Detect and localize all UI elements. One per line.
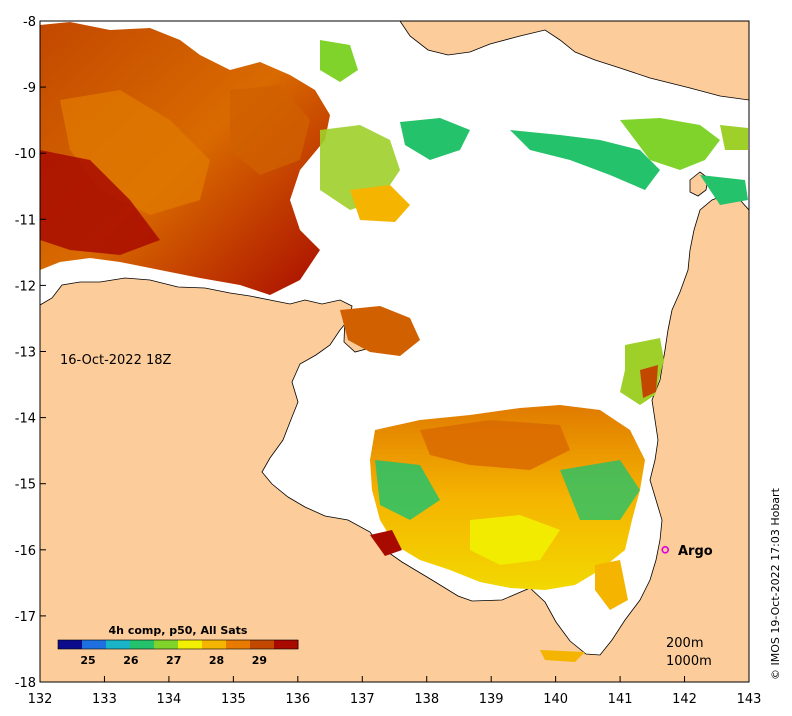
colorbar-swatch	[274, 640, 299, 649]
date-label: 16-Oct-2022 18Z	[60, 353, 172, 368]
y-tick-label: -15	[15, 478, 36, 493]
colorbar-swatch	[202, 640, 227, 649]
colorbar-swatch	[82, 640, 107, 649]
isobath-1000m: 1000m	[666, 654, 712, 669]
colorbar-tick-label: 26	[123, 654, 139, 667]
argo-marker: Argo	[661, 544, 713, 559]
y-axis: -8 -9 -10 -11 -12 -13 -14 -15 -16 -17 -18	[15, 15, 46, 691]
colorbar-title: 4h comp, p50, All Sats	[109, 624, 248, 637]
y-tick-label: -9	[23, 81, 36, 96]
colorbar-frame	[57, 639, 299, 650]
argo-label: Argo	[678, 544, 713, 559]
y-tick-label: -18	[15, 676, 36, 691]
colorbar-swatch	[250, 640, 275, 649]
x-tick-label: 142	[672, 692, 697, 707]
y-tick-label: -11	[15, 213, 36, 228]
x-tick-label: 141	[608, 692, 633, 707]
colorbar-swatch	[130, 640, 155, 649]
colorbar-swatch	[154, 640, 179, 649]
x-tick-label: 136	[285, 692, 310, 707]
x-tick-label: 132	[28, 692, 53, 707]
isobath-200m: 200m	[666, 636, 703, 651]
y-tick-label: -17	[15, 610, 36, 625]
y-tick-label: -16	[15, 544, 36, 559]
colorbar-tick-label: 25	[80, 654, 95, 667]
x-tick-label: 138	[414, 692, 439, 707]
x-tick-label: 140	[543, 692, 568, 707]
colorbar-tick-label: 28	[209, 654, 224, 667]
colorbar-tick-label: 29	[252, 654, 267, 667]
argo-float-icon	[661, 545, 670, 554]
colorbar-swatch	[178, 640, 203, 649]
x-tick-label: 137	[350, 692, 375, 707]
y-tick-label: -8	[23, 15, 36, 30]
colorbar-swatch	[106, 640, 131, 649]
sst-field	[40, 22, 748, 662]
colorbar-swatch	[226, 640, 251, 649]
x-tick-label: 135	[221, 692, 246, 707]
credit-text: © IMOS 19-Oct-2022 17:03 Hobart	[769, 487, 782, 680]
x-tick-label: 143	[737, 692, 762, 707]
y-tick-label: -12	[15, 279, 36, 294]
x-axis: 132 133 134 135 136 137 138 139 140 141 142 143	[28, 676, 762, 707]
colorbar-swatch	[58, 640, 83, 649]
colorbar-tick-label: 27	[166, 654, 181, 667]
colorbar: 4h comp, p50, All Sats 25 26 27 28 29	[57, 624, 299, 667]
y-tick-label: -13	[15, 346, 36, 361]
x-tick-label: 139	[479, 692, 504, 707]
x-tick-label: 133	[92, 692, 117, 707]
y-tick-label: -14	[15, 412, 36, 427]
y-tick-label: -10	[15, 147, 36, 162]
x-tick-label: 134	[156, 692, 181, 707]
